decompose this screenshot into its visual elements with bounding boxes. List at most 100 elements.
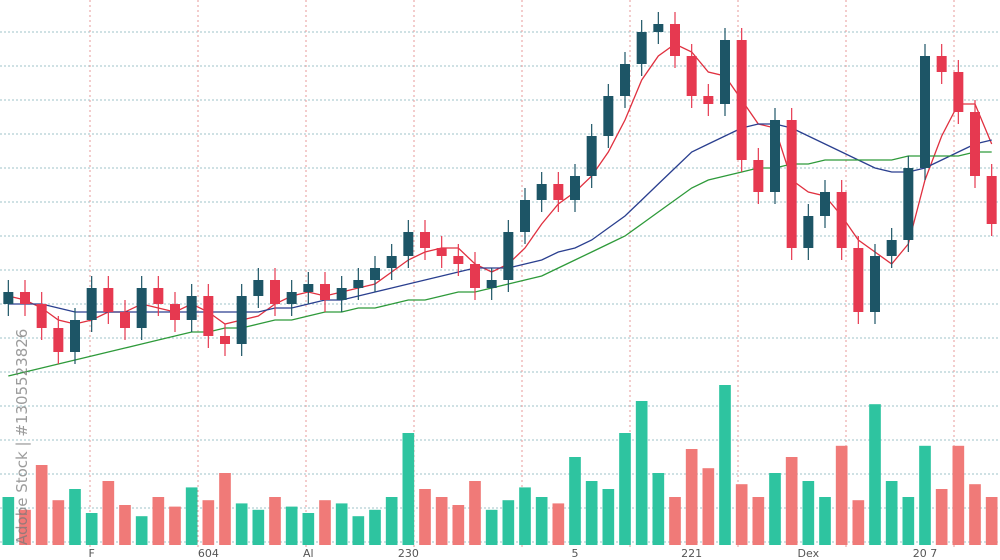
candle-body: [436, 248, 447, 256]
volume-bar: [152, 497, 165, 545]
volume-bar: [469, 481, 481, 545]
volume-bar: [2, 497, 15, 545]
volume-bar: [585, 481, 598, 545]
volume-bar: [369, 509, 381, 545]
x-tick-label: 230: [398, 547, 419, 560]
candle-body: [503, 232, 514, 280]
candle-body: [403, 232, 414, 256]
volume-bar: [635, 401, 648, 545]
candle-body: [670, 24, 680, 56]
volume-bar: [569, 457, 581, 545]
volume-bar: [135, 516, 148, 545]
candle-body: [136, 288, 147, 328]
volume-bar: [519, 487, 531, 545]
volume-bar: [385, 497, 398, 545]
volume-bar: [735, 484, 748, 545]
volume-bar: [235, 503, 248, 545]
candle-body: [570, 176, 580, 200]
volume-bar: [35, 465, 48, 545]
volume-bar: [952, 445, 965, 545]
candle-body: [953, 72, 964, 112]
volume-bar: [335, 503, 348, 545]
volume-bar: [452, 505, 465, 545]
candle-body: [53, 328, 64, 352]
volume-bar: [552, 503, 565, 545]
volume-bar: [885, 481, 898, 545]
candle-body: [653, 24, 664, 32]
x-tick-label: Dex: [798, 547, 820, 560]
x-tick-label: F: [89, 547, 95, 560]
moving-average-line: [8, 151, 992, 377]
volume-bar: [752, 497, 765, 545]
candle-body: [803, 216, 814, 248]
candle-body: [336, 288, 347, 300]
candle-body: [386, 256, 397, 268]
volume-bar: [535, 497, 548, 545]
volume-bar: [819, 497, 831, 545]
candle-body: [553, 184, 564, 200]
candle-body: [286, 292, 297, 304]
volume-bar: [685, 449, 698, 545]
volume-bar: [669, 497, 681, 545]
candle-body: [936, 56, 947, 72]
candle-body: [36, 304, 47, 328]
volume-bar: [769, 473, 781, 545]
volume-bar: [119, 505, 131, 545]
x-tick-label: Al: [303, 547, 314, 560]
candle-body: [820, 192, 830, 216]
candle-body: [753, 160, 764, 192]
volume-bar: [285, 506, 298, 545]
volume-bar: [869, 404, 881, 545]
candle-body: [903, 168, 914, 240]
candle-body: [20, 292, 30, 304]
candle-body: [270, 280, 280, 304]
volume-bar: [485, 509, 498, 545]
watermark: Adobe Stock | #1305523826: [13, 329, 31, 545]
volume-bar: [169, 506, 181, 545]
candle-body: [636, 32, 647, 64]
volume-bar: [602, 489, 615, 545]
candle-body: [170, 304, 180, 320]
candle-body: [236, 296, 247, 344]
volume-bar: [902, 497, 915, 545]
candle-body: [520, 200, 530, 232]
candle-body: [786, 120, 797, 248]
candle-body: [986, 176, 997, 224]
volume-bar: [785, 457, 798, 545]
candle-body: [70, 320, 80, 352]
candle-body: [853, 248, 864, 312]
candle-body: [536, 184, 547, 200]
candle-body: [703, 96, 714, 104]
candle-body: [420, 232, 430, 248]
candle-body: [120, 312, 130, 328]
candle-body: [836, 192, 847, 248]
volume-bar: [202, 500, 215, 545]
candle-body: [970, 112, 980, 176]
volume-bar: [802, 481, 815, 545]
candle-body: [320, 284, 330, 300]
volume-bar: [919, 445, 931, 545]
x-tick-label: 221: [681, 547, 702, 560]
candle-body: [353, 280, 364, 288]
volume-bar: [185, 487, 198, 545]
x-tick-label: 604: [198, 547, 219, 560]
candle-body: [253, 280, 264, 296]
candle-body: [86, 288, 97, 320]
volume-bar: [852, 500, 865, 545]
candle-body: [453, 256, 464, 264]
volume-bar: [19, 509, 31, 545]
candle-body: [303, 284, 314, 292]
candle-body: [103, 288, 114, 312]
candle-body: [203, 296, 214, 336]
candle-body: [886, 240, 897, 256]
volume-bar: [435, 497, 448, 545]
candle-body: [720, 40, 730, 104]
volume-bar: [52, 500, 65, 545]
volume-bar: [969, 484, 981, 545]
volume-bar: [419, 489, 431, 545]
candle-body: [370, 268, 380, 280]
candle-body: [153, 288, 164, 304]
volume-bar: [352, 516, 365, 545]
